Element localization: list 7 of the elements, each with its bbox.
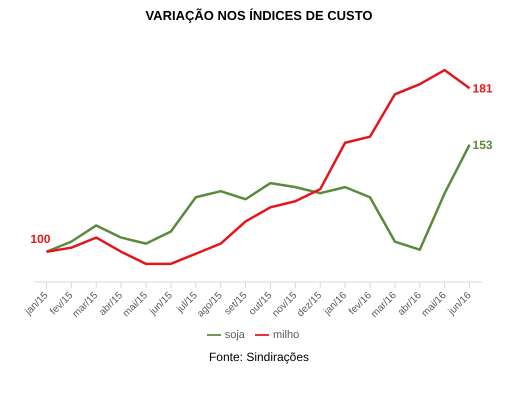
data-label: 100	[30, 232, 51, 246]
source-note: Fonte: Sindirações	[208, 350, 310, 364]
legend-label: soja	[224, 328, 245, 341]
data-label: 181	[472, 81, 493, 96]
legend-label: milho	[272, 328, 300, 341]
data-label: 153	[472, 138, 493, 152]
chart-title: VARIAÇÃO NOS ÍNDICES DE CUSTO	[144, 8, 374, 25]
